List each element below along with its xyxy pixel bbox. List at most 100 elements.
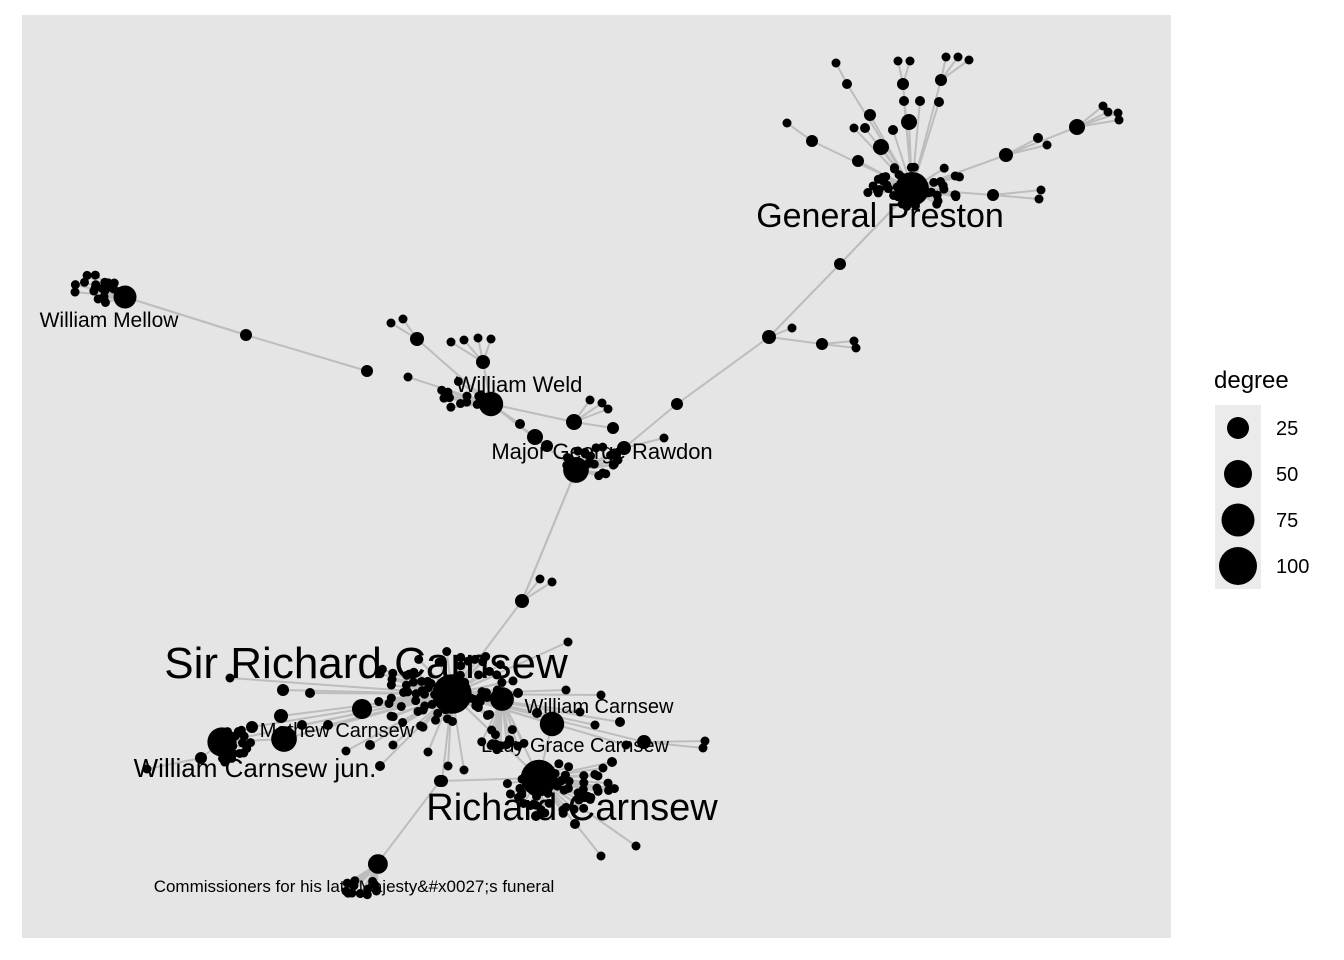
node — [864, 109, 876, 121]
node — [594, 471, 604, 481]
node — [418, 705, 428, 715]
node — [563, 783, 573, 793]
node — [575, 707, 585, 717]
edge — [451, 693, 602, 696]
node — [453, 376, 463, 386]
node — [446, 337, 456, 347]
node — [431, 715, 441, 725]
edge — [992, 194, 1040, 200]
hub-node-sir-richard-carnsew — [432, 674, 472, 714]
legend-key-50 — [1224, 460, 1252, 488]
node-label-william-carnsew-jun: William Carnsew jun. — [134, 753, 377, 783]
node — [414, 654, 424, 664]
edge — [768, 336, 823, 345]
node — [698, 743, 708, 753]
node — [463, 656, 473, 666]
node — [426, 678, 436, 688]
node — [513, 688, 523, 698]
node — [235, 748, 245, 758]
legend-title: degree — [1214, 367, 1289, 394]
node — [834, 258, 846, 270]
node — [417, 686, 427, 696]
node — [1033, 133, 1043, 143]
edge — [376, 780, 441, 865]
node — [527, 429, 543, 445]
node — [889, 163, 899, 173]
node — [386, 680, 396, 690]
legend-label-75: 75 — [1276, 510, 1298, 532]
node — [873, 139, 889, 155]
edge — [643, 741, 704, 749]
node-label-william-carnsew: William Carnsew — [525, 696, 674, 718]
node — [609, 784, 619, 794]
node — [388, 740, 398, 750]
hub-node-william-mellow — [113, 285, 137, 309]
node — [621, 740, 631, 750]
edge — [676, 336, 770, 405]
node — [563, 637, 573, 647]
legend-label-100: 100 — [1276, 556, 1309, 578]
node — [561, 802, 571, 812]
node — [589, 459, 599, 469]
legend: degree 25 50 75 100 — [1214, 367, 1309, 589]
node — [484, 666, 494, 676]
node — [1036, 185, 1046, 195]
hub-node-commissioners-for-his-late-majestys-funeral — [368, 854, 388, 874]
node — [852, 155, 864, 167]
node — [508, 676, 518, 686]
legend-label-25: 25 — [1276, 418, 1298, 440]
node — [607, 757, 617, 767]
node — [597, 398, 607, 408]
node — [476, 355, 490, 369]
node — [305, 688, 315, 698]
hub-node-major-george-rawdon — [563, 457, 589, 483]
label-layer: General Preston William Mellow William Wel… — [40, 197, 1004, 896]
node — [99, 292, 109, 302]
node — [953, 52, 963, 62]
node — [225, 673, 235, 683]
node — [492, 670, 502, 680]
node — [486, 334, 496, 344]
node — [596, 851, 606, 861]
node — [806, 135, 818, 147]
node — [471, 701, 481, 711]
node — [617, 441, 631, 455]
node — [483, 710, 493, 720]
node — [507, 725, 517, 735]
node — [240, 329, 252, 341]
node-label-lady-grace-carnsew: Lady Grace Carnsew — [481, 735, 669, 757]
node — [938, 181, 948, 191]
node — [951, 192, 961, 202]
node — [544, 798, 554, 808]
node — [90, 270, 100, 280]
node — [474, 670, 484, 680]
node — [411, 696, 421, 706]
node — [274, 709, 288, 723]
node — [355, 889, 365, 899]
node — [399, 687, 409, 697]
node — [579, 771, 589, 781]
node — [459, 765, 469, 775]
hub-node-general-preston — [895, 172, 929, 206]
node — [398, 314, 408, 324]
node — [361, 365, 373, 377]
node — [459, 335, 469, 345]
node — [579, 778, 589, 788]
node — [782, 118, 792, 128]
node — [787, 323, 797, 333]
edge — [768, 263, 841, 338]
node — [929, 177, 939, 187]
node — [375, 761, 385, 771]
node — [142, 764, 152, 774]
node — [547, 577, 557, 587]
node — [671, 398, 683, 410]
node — [233, 727, 243, 737]
node — [569, 804, 579, 814]
node — [246, 738, 256, 748]
node — [473, 333, 483, 343]
node — [1098, 101, 1108, 111]
edge — [490, 403, 575, 423]
node — [591, 443, 601, 453]
node — [842, 79, 852, 89]
node — [888, 125, 898, 135]
